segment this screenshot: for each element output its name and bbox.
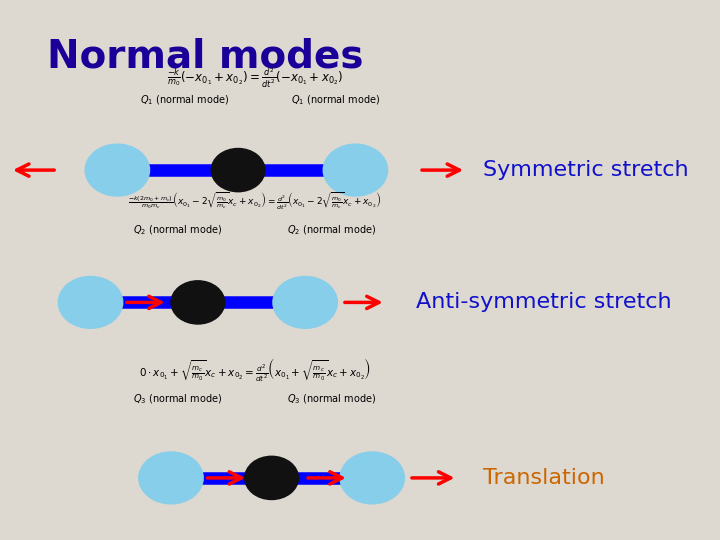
Circle shape [245, 456, 298, 500]
Text: Symmetric stretch: Symmetric stretch [483, 160, 688, 180]
Circle shape [211, 148, 265, 192]
Text: $Q_1$ (normal mode): $Q_1$ (normal mode) [140, 93, 229, 107]
Circle shape [139, 452, 203, 504]
Text: Translation: Translation [483, 468, 605, 488]
Circle shape [273, 276, 337, 328]
Circle shape [323, 144, 387, 196]
Text: $Q_2$ (normal mode): $Q_2$ (normal mode) [133, 224, 222, 238]
Text: $Q_3$ (normal mode): $Q_3$ (normal mode) [287, 393, 377, 407]
Text: Anti-symmetric stretch: Anti-symmetric stretch [415, 292, 672, 313]
Text: $Q_2$ (normal mode): $Q_2$ (normal mode) [287, 224, 377, 238]
Text: Normal modes: Normal modes [47, 38, 364, 76]
Text: $Q_3$ (normal mode): $Q_3$ (normal mode) [133, 393, 222, 407]
Text: $0\cdot x_{0_1}+\sqrt{\frac{m_c}{m_0}}x_c+x_{0_2}=\frac{d^2}{dt^2}\left(x_{0_1}+: $0\cdot x_{0_1}+\sqrt{\frac{m_c}{m_0}}x_… [139, 356, 371, 383]
Circle shape [58, 276, 122, 328]
Text: $\frac{-k(2m_0+m_c)}{m_0 m_c}\left(x_{0_1}-2\sqrt{\frac{m_0}{m_c}}x_c+x_{0_2}\ri: $\frac{-k(2m_0+m_c)}{m_0 m_c}\left(x_{0_… [128, 190, 382, 212]
Circle shape [340, 452, 405, 504]
Text: $Q_1$ (normal mode): $Q_1$ (normal mode) [291, 93, 380, 107]
Circle shape [171, 281, 225, 324]
Text: $\frac{-k}{m_0}\left(-x_{0_1}+x_{0_2}\right)=\frac{d^2}{dt^2}\left(-x_{0_1}+x_{0: $\frac{-k}{m_0}\left(-x_{0_1}+x_{0_2}\ri… [167, 66, 343, 90]
Circle shape [85, 144, 150, 196]
